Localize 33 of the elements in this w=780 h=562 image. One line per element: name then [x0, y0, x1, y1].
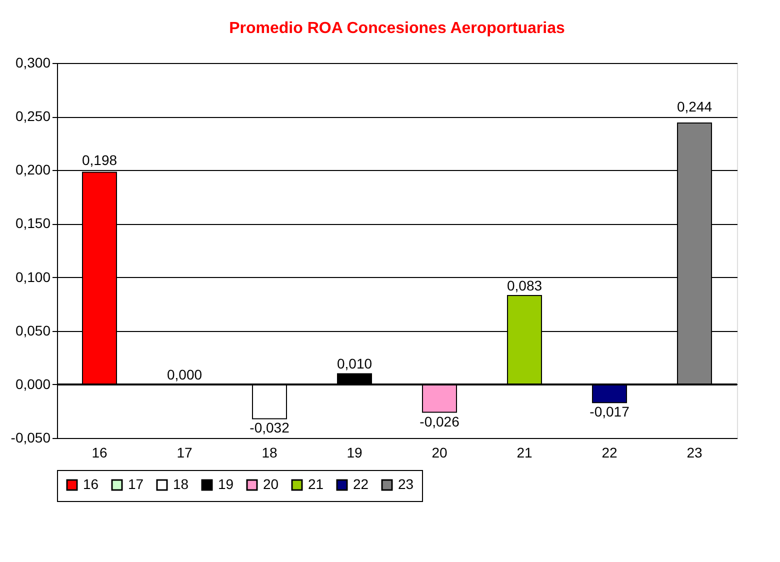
legend-label: 19: [218, 476, 234, 492]
text: -0,017: [590, 404, 630, 420]
text: 0,000: [166, 366, 202, 382]
x-tick-label: 18: [262, 444, 278, 460]
text: 0,198: [82, 152, 118, 168]
x-tick-label: 16: [92, 444, 108, 460]
x-tick-label: 19: [346, 444, 362, 460]
y-tick-label: -0,050: [10, 430, 51, 446]
y-tick-label: 0,050: [15, 322, 51, 338]
y-tick-label: 0,100: [15, 268, 51, 285]
y-tick-label: 0,000: [15, 376, 51, 392]
x-tick-label: 22: [602, 444, 618, 460]
legend-label: 20: [263, 476, 279, 492]
y-tick-label: 0,300: [15, 54, 51, 70]
text: 0,083: [506, 278, 542, 294]
text: 0,010: [336, 356, 372, 372]
legend-label: 16: [83, 476, 99, 492]
legend-label: 18: [173, 476, 189, 492]
x-tick-label: 17: [176, 444, 192, 460]
x-tick-label: 20: [432, 444, 448, 460]
chart-title: Promedio ROA Concesiones Aeroportuarias: [229, 20, 565, 37]
text: 0,244: [676, 98, 712, 115]
legend-label: 17: [128, 476, 144, 492]
text: -0,032: [250, 420, 290, 436]
text: -0,026: [420, 413, 460, 430]
x-tick-label: 23: [686, 444, 702, 460]
legend-label: 22: [353, 476, 369, 492]
legend-label: 21: [308, 476, 324, 492]
x-tick-label: 21: [516, 444, 532, 460]
legend-label: 23: [398, 476, 414, 492]
y-tick-label: 0,200: [15, 162, 51, 178]
y-tick-label: 0,150: [15, 215, 51, 232]
y-tick-label: 0,250: [15, 108, 51, 124]
